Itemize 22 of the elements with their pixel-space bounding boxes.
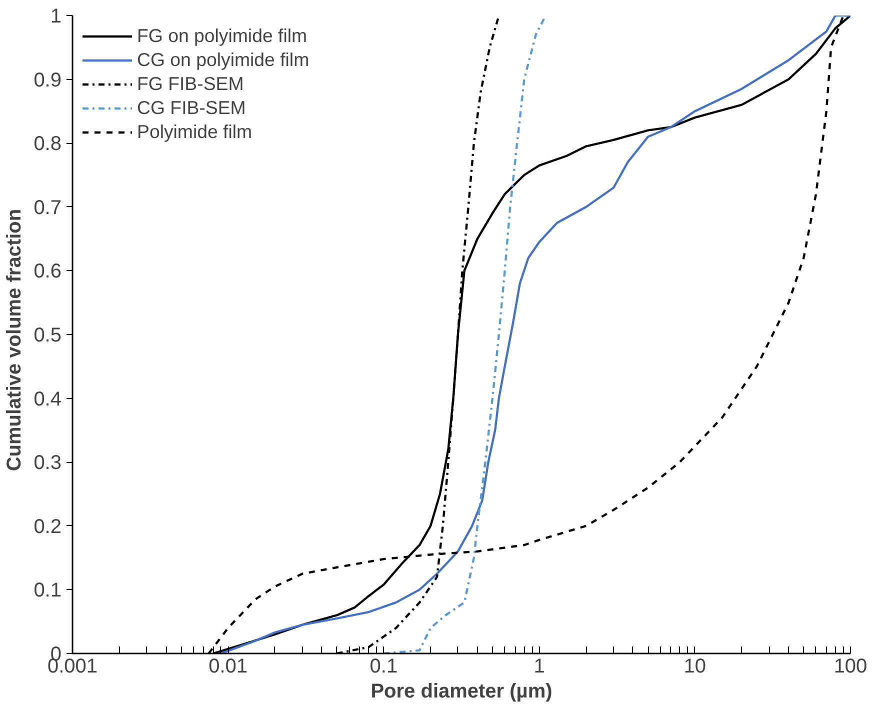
x-tick-label: 10 bbox=[684, 656, 706, 678]
legend-label: Polyimide film bbox=[137, 121, 252, 143]
y-tick-label: 0.7 bbox=[34, 196, 62, 219]
y-tick-label: 0.4 bbox=[34, 388, 62, 410]
y-tick-label: 1 bbox=[50, 6, 62, 28]
legend-label: CG on polyimide film bbox=[137, 49, 310, 71]
legend-label: FG FIB-SEM bbox=[137, 73, 244, 95]
legend-label: CG FIB-SEM bbox=[137, 97, 246, 119]
y-tick-label: 0.8 bbox=[34, 133, 62, 156]
y-tick-label: 0.5 bbox=[34, 324, 62, 346]
y-tick-label: 0.1 bbox=[34, 580, 62, 602]
y-tick-label: 0.6 bbox=[34, 260, 62, 283]
x-tick-label: 0.1 bbox=[370, 656, 398, 678]
y-tick-label: 0.2 bbox=[34, 516, 62, 538]
y-axis-title: Cumulative volume fraction bbox=[4, 208, 26, 472]
x-tick-label: 0.01 bbox=[208, 656, 248, 678]
y-tick-label: 0.3 bbox=[34, 452, 62, 474]
y-tick-label: 0.9 bbox=[34, 69, 62, 92]
x-axis-title: Pore diameter (µm) bbox=[370, 680, 552, 702]
x-tick-label: 100 bbox=[834, 656, 868, 678]
x-tick-label: 1 bbox=[534, 656, 545, 678]
legend-label: FG on polyimide film bbox=[137, 25, 308, 47]
